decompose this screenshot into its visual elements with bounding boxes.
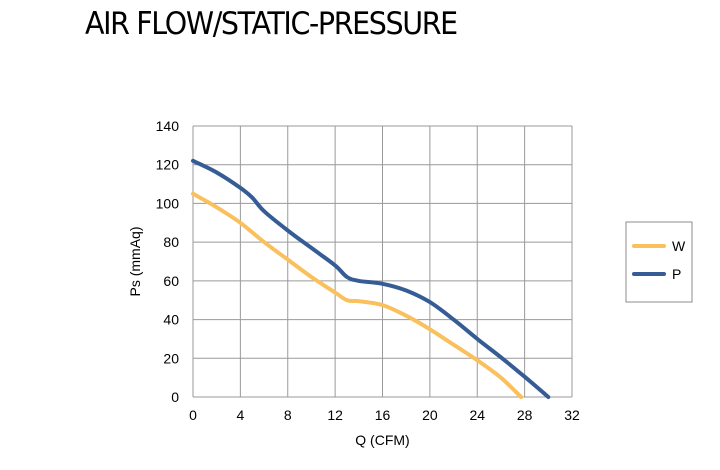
legend-label-p: P — [672, 266, 681, 282]
series-line-w — [191, 191, 524, 399]
y-tick-label: 40 — [163, 312, 179, 328]
x-axis-label: Q (CFM) — [355, 432, 409, 448]
x-tick-label: 4 — [236, 407, 244, 423]
y-tick-label: 140 — [156, 118, 180, 134]
y-tick-label: 20 — [163, 350, 179, 366]
x-tick-label: 16 — [375, 407, 391, 423]
legend: WP — [625, 221, 693, 303]
legend-box — [625, 221, 693, 303]
x-tick-label: 12 — [327, 407, 343, 423]
y-tick-label: 80 — [163, 234, 179, 250]
grid — [192, 125, 573, 398]
x-tick-label: 28 — [517, 407, 533, 423]
chart-title: AIR FLOW/STATIC-PRESSURE — [85, 6, 458, 42]
x-tick-label: 24 — [469, 407, 485, 423]
x-tick-label: 8 — [284, 407, 292, 423]
x-tick-label: 20 — [422, 407, 438, 423]
x-tick-label: 0 — [189, 407, 197, 423]
legend-label-w: W — [672, 238, 686, 254]
y-tick-label: 100 — [156, 195, 180, 211]
series-lines — [191, 158, 551, 399]
y-tick-label: 60 — [163, 273, 179, 289]
series-line-p — [191, 158, 551, 399]
y-axis-label: Ps (mmAq) — [127, 227, 143, 297]
y-tick-label: 120 — [156, 157, 180, 173]
y-tick-label: 0 — [171, 389, 179, 405]
x-tick-label: 32 — [564, 407, 580, 423]
tick-labels: 0 4 8 12 16 20 24 28 32 0 20 40 60 80 100 120 140 — [156, 118, 580, 423]
